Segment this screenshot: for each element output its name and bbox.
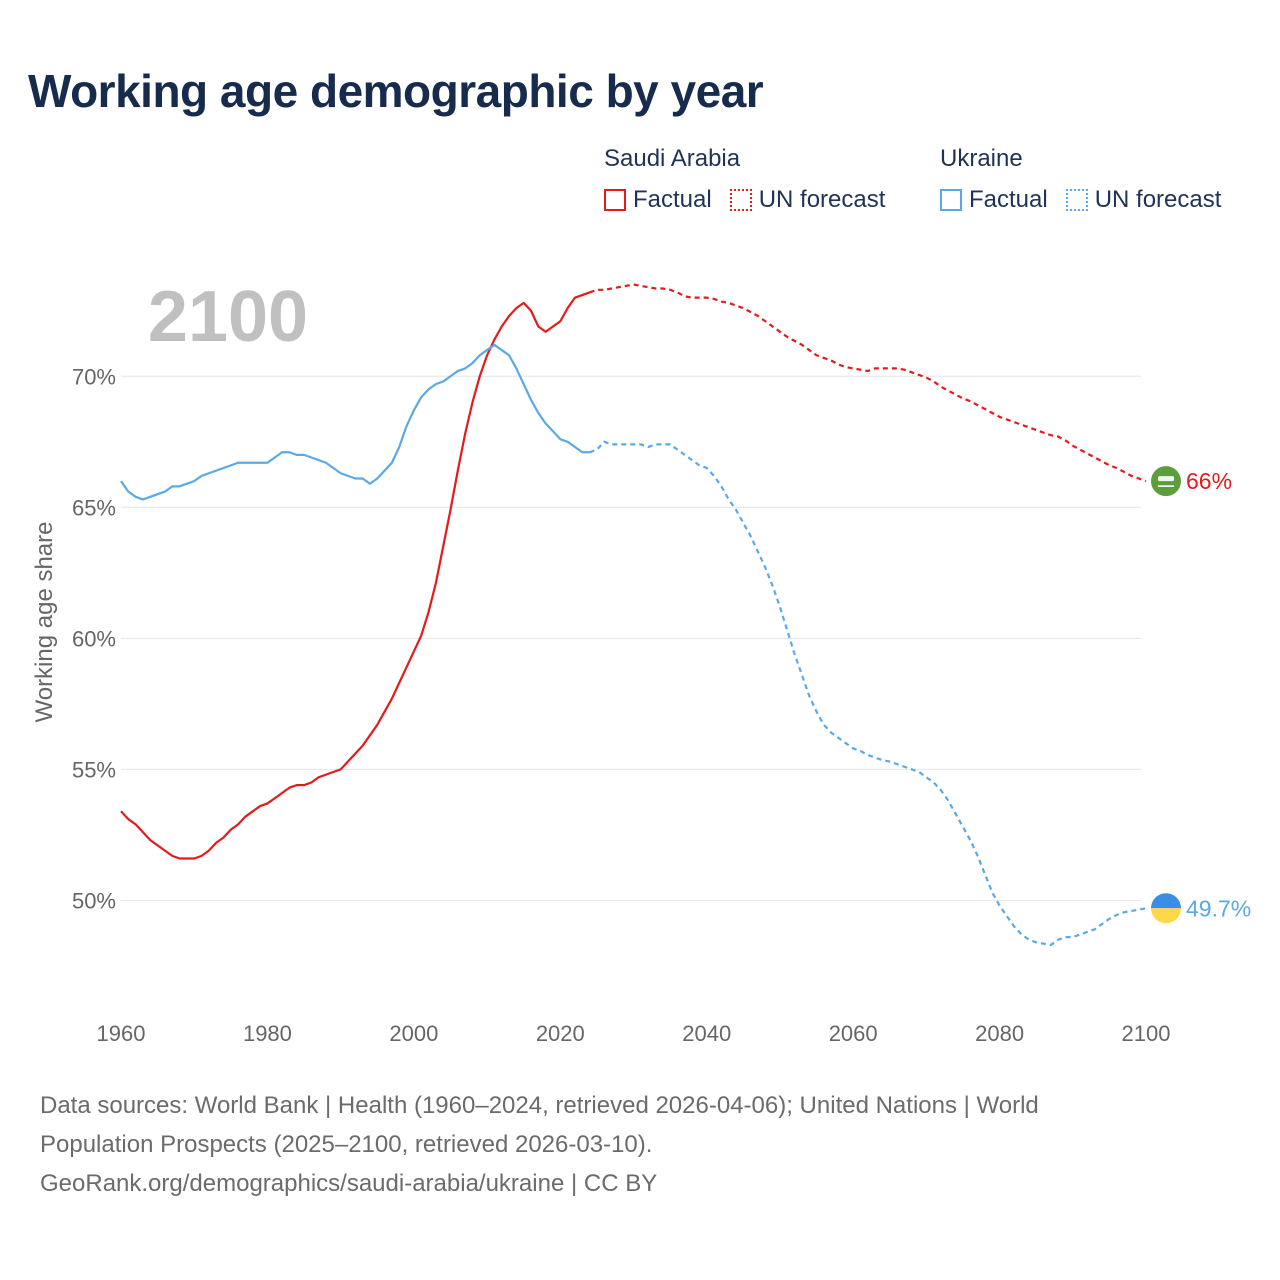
x-tick-label: 2040	[682, 1021, 731, 1046]
legend-saudi-factual[interactable]: Factual	[604, 186, 712, 214]
source-link[interactable]: GeoRank.org/demographics/saudi-arabia/uk…	[40, 1170, 658, 1197]
ukraine-flag-icon	[1151, 893, 1181, 924]
legend-saudi-arabia: Saudi Arabia Factual UN forecast	[604, 144, 885, 214]
source-line-2: Population Prospects (2025–2100, retriev…	[40, 1131, 653, 1158]
legend-ukraine-factual[interactable]: Factual	[940, 186, 1048, 214]
x-tick-label: 2100	[1122, 1021, 1171, 1046]
y-tick-label: 60%	[72, 626, 116, 651]
legend-label: UN forecast	[758, 186, 886, 213]
legend-swatch-ukraine-forecast	[1065, 189, 1088, 211]
line-chart: 2100 Working age share 50% 55% 60% 65% 70% 19…	[31, 277, 1251, 1046]
x-tick-label: 2020	[536, 1021, 585, 1046]
legend-group-name: Saudi Arabia	[604, 145, 741, 172]
series-line-ukraine-forecast[interactable]	[589, 440, 1147, 947]
y-axis-title: Working age share	[31, 522, 58, 723]
x-tick-label: 2080	[975, 1021, 1024, 1046]
chart-title: Working age demographic by year	[28, 65, 764, 117]
series-line-ukraine-factual[interactable]	[120, 343, 590, 501]
end-value-label-saudi-arabia: 66%	[1186, 468, 1232, 494]
y-tick-label: 70%	[72, 364, 116, 389]
y-tick-label: 55%	[72, 757, 116, 782]
legend-label: Factual	[969, 186, 1048, 213]
legend-swatch-ukraine-factual	[940, 189, 962, 211]
series-line-saudi-arabia-forecast[interactable]	[589, 283, 1147, 483]
series-line-saudi-arabia-factual[interactable]	[120, 291, 590, 860]
legend-saudi-forecast[interactable]: UN forecast	[729, 186, 886, 214]
legend-swatch-saudi-factual	[604, 189, 626, 211]
end-value-label-ukraine: 49.7%	[1186, 895, 1251, 921]
legend-label: UN forecast	[1094, 186, 1222, 213]
y-tick-label: 50%	[72, 888, 116, 913]
legend-group-name: Ukraine	[940, 145, 1023, 172]
saudi-arabia-flag-icon	[1151, 466, 1181, 497]
x-tick-label: 2060	[829, 1021, 878, 1046]
source-line-1: Data sources: World Bank | Health (1960–…	[40, 1092, 1039, 1119]
legend-ukraine-forecast[interactable]: UN forecast	[1065, 186, 1222, 214]
y-tick-label: 65%	[72, 495, 116, 520]
x-tick-label: 1980	[243, 1021, 292, 1046]
legend-label: Factual	[633, 186, 712, 213]
legend-swatch-saudi-forecast	[729, 189, 752, 211]
current-year-label: 2100	[148, 277, 308, 357]
source-note: Data sources: World Bank | Health (1960–…	[40, 1086, 1200, 1203]
legend-ukraine: Ukraine Factual UN forecast	[940, 144, 1221, 214]
x-tick-label: 1960	[97, 1021, 146, 1046]
x-tick-label: 2000	[389, 1021, 438, 1046]
